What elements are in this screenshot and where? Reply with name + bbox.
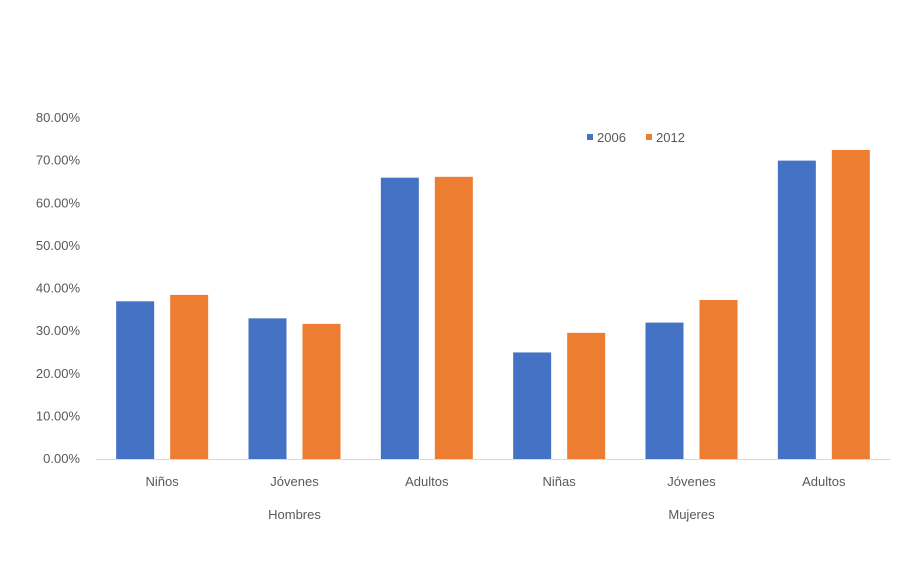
legend-swatch-2006 <box>587 134 593 140</box>
y-tick-label: 10.00% <box>36 408 81 423</box>
y-tick-label: 0.00% <box>43 451 80 466</box>
bar-2012 <box>170 294 209 459</box>
bar-2006 <box>116 301 155 459</box>
legend-label-2006: 2006 <box>597 130 626 145</box>
bar-2006 <box>248 318 287 459</box>
group-label: Hombres <box>268 507 321 522</box>
bar-2012 <box>831 149 870 459</box>
bar-2012 <box>302 323 341 459</box>
y-tick-label: 30.00% <box>36 323 81 338</box>
group-label: Mujeres <box>668 507 715 522</box>
category-label: Niños <box>146 474 180 489</box>
bars <box>116 149 870 460</box>
legend-swatch-2012 <box>646 134 652 140</box>
bar-2006 <box>380 177 419 460</box>
legend: 2006 2012 <box>587 130 685 145</box>
bar-2012 <box>699 300 738 459</box>
category-label: Jóvenes <box>270 474 319 489</box>
y-tick-label: 70.00% <box>36 153 81 168</box>
y-tick-label: 80.00% <box>36 110 81 125</box>
x-axis: Niños Jóvenes Adultos Niñas Jóvenes Adultos Ho… <box>96 459 890 522</box>
legend-label-2012: 2012 <box>656 130 685 145</box>
bar-2006 <box>645 322 684 459</box>
bar-2006 <box>777 160 816 459</box>
bar-2012 <box>567 332 606 459</box>
y-tick-label: 20.00% <box>36 366 81 381</box>
category-label: Jóvenes <box>667 474 716 489</box>
y-tick-label: 60.00% <box>36 195 81 210</box>
y-tick-label: 50.00% <box>36 238 81 253</box>
category-label: Niñas <box>543 474 577 489</box>
y-axis: 0.00% 10.00% 20.00% 30.00% 40.00% 50.00% 60.00… <box>36 110 81 466</box>
y-tick-label: 40.00% <box>36 281 81 296</box>
category-label: Adultos <box>405 474 449 489</box>
bar-2006 <box>513 352 552 459</box>
category-label: Adultos <box>802 474 846 489</box>
bar-2012 <box>434 176 473 459</box>
